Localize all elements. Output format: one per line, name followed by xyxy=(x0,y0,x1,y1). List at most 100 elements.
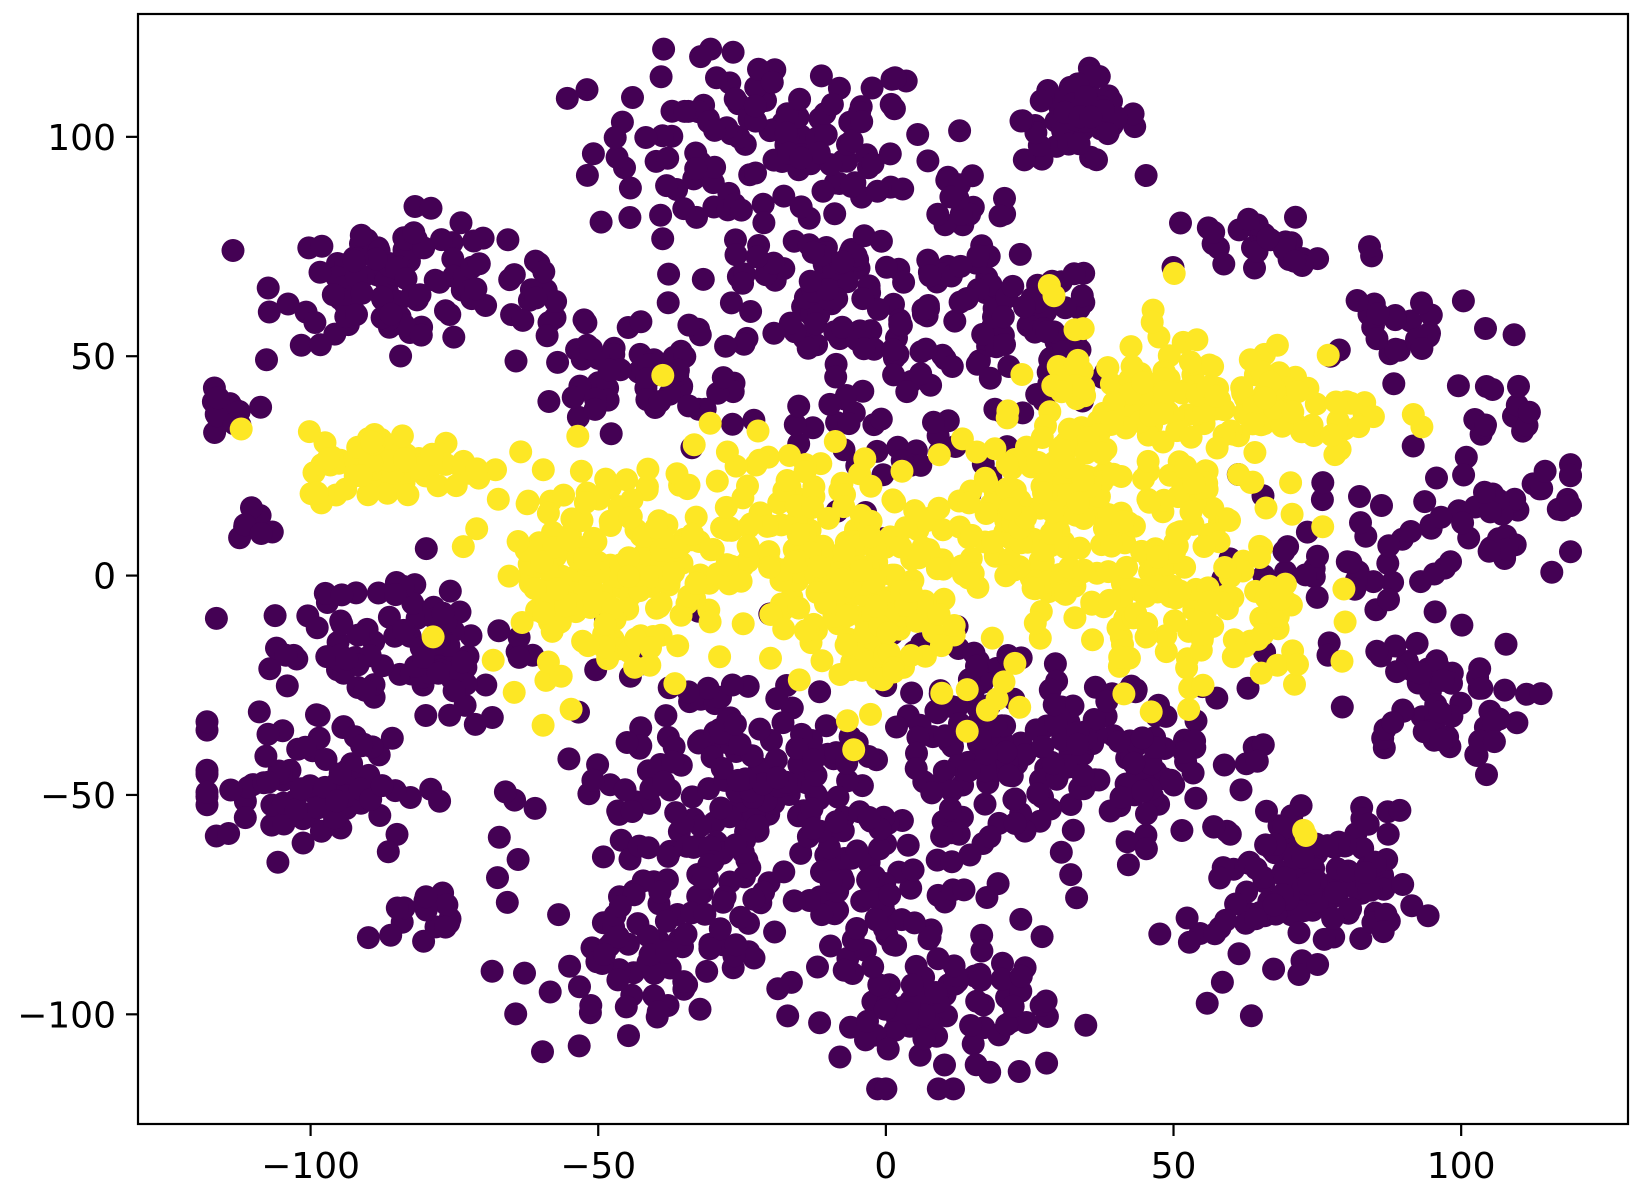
scatter-point xyxy=(1192,535,1216,558)
scatter-point xyxy=(705,66,728,90)
scatter-point xyxy=(998,497,1022,521)
scatter-point xyxy=(1135,802,1158,826)
scatter-point xyxy=(651,124,674,148)
scatter-point xyxy=(801,240,825,264)
scatter-point xyxy=(1454,445,1478,469)
scatter-point xyxy=(1031,735,1055,758)
scatter-point xyxy=(1074,441,1098,465)
scatter-point xyxy=(293,735,317,759)
scatter-point xyxy=(487,825,511,849)
scatter-point xyxy=(970,939,994,963)
scatter-point xyxy=(824,810,848,834)
scatter-point xyxy=(1227,463,1250,486)
scatter-point xyxy=(1474,413,1497,437)
scatter-point xyxy=(927,496,951,520)
scatter-point xyxy=(731,612,755,636)
scatter-point xyxy=(943,309,967,333)
scatter-point xyxy=(1384,337,1408,361)
scatter-point xyxy=(1559,463,1582,487)
scatter-point xyxy=(1339,897,1363,921)
scatter-point xyxy=(765,687,789,711)
scatter-point xyxy=(876,621,900,645)
scatter-point xyxy=(310,234,334,258)
scatter-point xyxy=(504,1002,528,1026)
scatter-point xyxy=(719,291,743,315)
scatter-point xyxy=(254,744,278,768)
scatter-point xyxy=(1179,500,1203,524)
scatter-point xyxy=(576,634,600,658)
scatter-point xyxy=(698,411,722,435)
scatter-point xyxy=(507,645,531,669)
scatter-point xyxy=(1533,459,1557,483)
scatter-point xyxy=(1306,953,1330,976)
scatter-point xyxy=(376,840,400,864)
scatter-point xyxy=(1262,893,1286,917)
scatter-point xyxy=(1100,410,1124,434)
scatter-point xyxy=(948,119,972,143)
scatter-point xyxy=(916,149,940,173)
scatter-point xyxy=(969,968,993,992)
scatter-point xyxy=(330,583,354,607)
scatter-point xyxy=(695,959,719,983)
x-tick-label: 100 xyxy=(1427,1146,1496,1187)
scatter-point xyxy=(1177,698,1201,721)
scatter-point xyxy=(598,509,622,533)
scatter-point xyxy=(618,206,642,229)
scatter-point xyxy=(1181,761,1205,785)
scatter-point xyxy=(1475,763,1498,787)
scatter-point xyxy=(1253,386,1277,410)
scatter-point xyxy=(853,447,877,471)
scatter-point xyxy=(810,649,834,673)
scatter-point xyxy=(229,417,253,441)
scatter-point xyxy=(513,961,536,985)
scatter-point xyxy=(909,362,933,386)
scatter-point xyxy=(1425,649,1449,673)
scatter-point xyxy=(276,292,300,316)
scatter-point xyxy=(1425,466,1448,490)
scatter-point xyxy=(869,229,893,253)
scatter-point xyxy=(1120,354,1144,378)
scatter-point xyxy=(903,911,926,935)
scatter-point xyxy=(688,997,712,1021)
scatter-point xyxy=(353,678,377,702)
scatter-point xyxy=(1382,372,1406,396)
scatter-point xyxy=(851,379,875,403)
scatter-point xyxy=(1227,942,1251,966)
scatter-point xyxy=(786,522,810,546)
scatter-point xyxy=(726,768,750,792)
scatter-point xyxy=(1044,711,1068,735)
scatter-point xyxy=(978,825,1002,849)
scatter-point xyxy=(496,228,520,252)
scatter-point xyxy=(1029,89,1053,113)
scatter-point xyxy=(1063,353,1087,377)
scatter-point xyxy=(960,523,984,547)
scatter-point xyxy=(949,254,973,278)
scatter-point xyxy=(698,610,722,634)
scatter-point xyxy=(820,92,844,116)
y-tick-label: 50 xyxy=(70,337,116,378)
scatter-point xyxy=(895,380,919,404)
scatter-point xyxy=(1287,963,1311,986)
scatter-point xyxy=(1202,815,1226,839)
scatter-point xyxy=(350,281,374,305)
scatter-point xyxy=(1032,481,1055,505)
scatter-point xyxy=(800,797,824,821)
scatter-point xyxy=(1007,1060,1031,1083)
scatter-point xyxy=(559,697,583,721)
scatter-point xyxy=(973,759,997,783)
scatter-point xyxy=(1294,563,1317,587)
scatter-point xyxy=(1281,400,1305,424)
scatter-point xyxy=(615,468,638,492)
scatter-point xyxy=(1214,908,1238,932)
scatter-point xyxy=(811,179,835,203)
scatter-point xyxy=(345,303,368,326)
scatter-point xyxy=(1159,768,1183,792)
scatter-point xyxy=(583,397,607,421)
scatter-point xyxy=(1354,861,1377,884)
scatter-point xyxy=(918,264,942,288)
scatter-point xyxy=(1413,490,1437,514)
scatter-point xyxy=(421,625,445,649)
scatter-point xyxy=(308,260,332,284)
scatter-point xyxy=(1074,85,1098,109)
scatter-point xyxy=(759,646,782,670)
